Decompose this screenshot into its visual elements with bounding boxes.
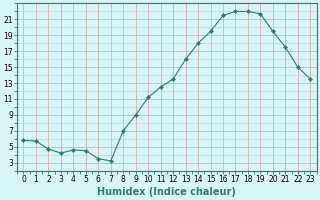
X-axis label: Humidex (Indice chaleur): Humidex (Indice chaleur): [98, 187, 236, 197]
